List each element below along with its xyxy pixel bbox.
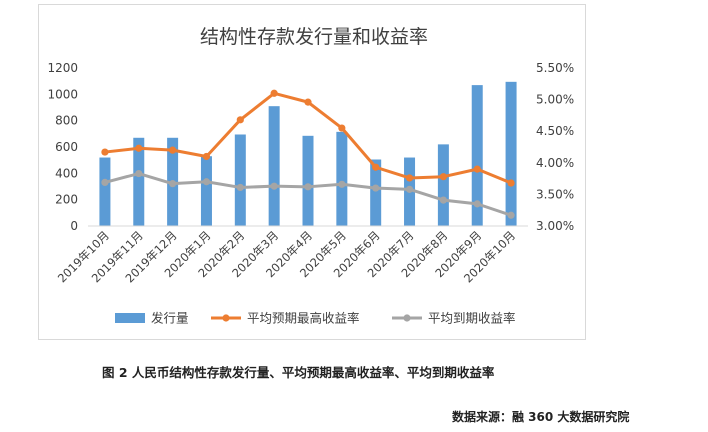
y-left-tick-label: 1000 — [47, 87, 78, 101]
data-point — [135, 169, 143, 178]
data-point — [202, 152, 211, 161]
data-point — [507, 179, 515, 187]
legend-swatch — [115, 313, 145, 323]
y-left-tick-label: 600 — [55, 140, 78, 154]
data-point — [169, 180, 177, 188]
data-point — [135, 144, 143, 152]
data-point — [473, 200, 481, 208]
bar — [99, 157, 111, 226]
data-point — [473, 165, 481, 173]
data-point — [439, 173, 447, 181]
y-right-tick-label: 3.50% — [536, 187, 574, 201]
data-point — [304, 98, 312, 106]
data-point — [338, 124, 346, 132]
data-point — [439, 196, 447, 204]
data-point — [270, 182, 278, 190]
y-left-tick-label: 0 — [70, 219, 78, 233]
data-point — [101, 178, 109, 186]
bar — [268, 106, 280, 226]
legend-marker — [222, 314, 230, 322]
data-point — [270, 89, 278, 97]
data-point — [338, 180, 346, 188]
data-point — [507, 211, 515, 219]
bar — [302, 135, 314, 226]
legend-label: 平均预期最高收益率 — [247, 311, 360, 326]
bar — [437, 144, 449, 226]
bar — [370, 159, 382, 226]
bar — [133, 137, 145, 226]
legend-label: 平均到期收益率 — [428, 311, 516, 326]
bar — [234, 134, 246, 226]
bar — [471, 85, 483, 226]
data-point — [101, 148, 109, 156]
bar — [505, 81, 517, 226]
data-point — [372, 184, 380, 192]
data-point — [236, 183, 244, 192]
data-point — [372, 163, 380, 171]
y-left-tick-label: 1200 — [47, 61, 78, 75]
y-right-tick-label: 5.00% — [536, 93, 574, 107]
data-source: 数据来源：融 360 大数据研究院 — [452, 410, 630, 424]
data-point — [236, 116, 244, 124]
legend-marker — [403, 314, 411, 322]
legend-label: 发行量 — [151, 311, 189, 326]
y-right-tick-label: 5.50% — [536, 61, 574, 75]
bar — [200, 156, 212, 226]
data-point — [405, 174, 414, 182]
y-right-tick-label: 4.50% — [536, 124, 574, 138]
data-point — [304, 183, 312, 191]
y-left-tick-label: 400 — [55, 166, 78, 180]
chart-title: 结构性存款发行量和收益率 — [200, 26, 428, 48]
chart-frame: 结构性存款发行量和收益率 0 200 400 600 800 1000 1200 3.00% 3… — [38, 4, 586, 340]
y-right-tick-label: 3.00% — [536, 219, 574, 233]
y-left-tick-label: 200 — [55, 193, 78, 207]
data-point — [405, 185, 414, 193]
combo-chart: 结构性存款发行量和收益率 0 200 400 600 800 1000 1200 3.00% 3… — [47, 26, 574, 326]
data-point — [202, 178, 211, 186]
y-right-tick-label: 4.00% — [536, 156, 574, 170]
figure-caption: 图 2 人民币结构性存款发行量、平均预期最高收益率、平均到期收益率 — [102, 365, 495, 380]
bar — [336, 131, 348, 226]
y-left-tick-label: 800 — [55, 114, 78, 128]
data-point — [169, 146, 177, 154]
